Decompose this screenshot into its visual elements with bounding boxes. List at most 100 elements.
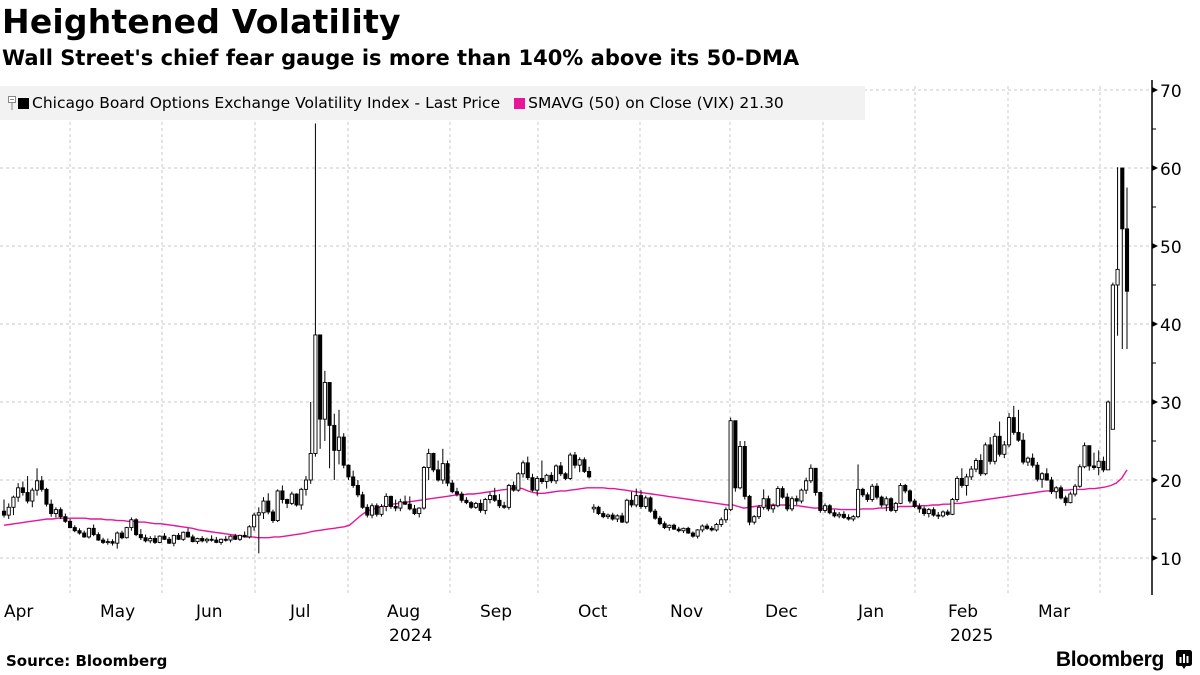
candlestick — [591, 504, 596, 513]
candlestick — [190, 534, 195, 543]
candlestick — [1077, 464, 1082, 488]
candlestick — [421, 465, 426, 510]
candle-body-down — [294, 493, 299, 506]
candle-body-down — [44, 488, 49, 505]
candlestick — [1068, 491, 1073, 504]
candle-body-down — [671, 524, 677, 530]
candle-body-up — [634, 495, 639, 506]
candle-body-up — [1054, 487, 1059, 493]
x-tick-label: Nov — [670, 602, 703, 622]
candlestick — [459, 491, 464, 503]
candlestick — [596, 505, 601, 516]
candle-body-up — [898, 485, 903, 504]
candle-body-down — [341, 436, 346, 466]
candle-body-up — [247, 526, 252, 538]
candle-body-up — [1082, 445, 1087, 468]
candlestick — [346, 464, 351, 480]
candle-body-down — [620, 515, 625, 523]
candle-body-up — [252, 514, 257, 528]
candle-body-up — [728, 420, 733, 511]
candlestick — [889, 497, 894, 512]
candle-body-down — [68, 520, 73, 529]
candlestick — [492, 487, 497, 502]
candle-body-up — [804, 480, 809, 491]
y-axis: 10 20 30 40 50 60 70 — [1151, 80, 1182, 595]
candle-body-down — [733, 420, 738, 489]
candle-body-down — [101, 539, 106, 543]
candle-body-down — [813, 467, 818, 493]
candlestick — [520, 460, 526, 478]
candle-body-down — [1035, 464, 1040, 480]
candle-body-up — [667, 524, 672, 529]
candle-body-up — [398, 501, 403, 509]
candle-body-up — [115, 532, 120, 544]
candlestick — [558, 462, 563, 477]
x-tick-label: Sep — [480, 602, 512, 622]
candlestick — [884, 496, 889, 512]
candle-body-up — [16, 487, 21, 498]
candle-body-up — [171, 534, 176, 544]
candle-body-up — [719, 519, 724, 525]
candlestick — [1096, 450, 1101, 476]
candle-body-up — [237, 534, 242, 540]
candle-body-down — [610, 514, 615, 520]
candle-body-down — [827, 505, 832, 514]
candlestick — [379, 504, 384, 517]
x-tick-label: Mar — [1038, 602, 1070, 622]
candlestick — [252, 512, 257, 531]
candle-body-down — [539, 477, 544, 483]
candle-body-down — [662, 523, 667, 529]
candle-body-up — [516, 473, 521, 491]
candle-body-up — [289, 493, 294, 504]
candle-body-up — [775, 488, 780, 507]
candlestick — [653, 508, 658, 520]
candle-body-up — [1096, 460, 1101, 468]
candlestick — [138, 529, 143, 541]
candlestick — [756, 504, 762, 519]
candlestick — [1120, 167, 1125, 349]
candlestick — [1058, 485, 1063, 500]
candle-body-down — [657, 517, 662, 525]
candlestick — [313, 123, 318, 457]
candlestick — [1035, 462, 1040, 482]
candle-body-up — [417, 507, 422, 514]
candle-body-up — [837, 513, 842, 517]
candle-body-down — [374, 505, 379, 515]
candle-body-down — [152, 538, 158, 543]
candle-body-down — [436, 469, 441, 481]
candlestick — [903, 483, 908, 494]
candle-body-down — [572, 454, 577, 466]
candle-body-up — [1077, 466, 1082, 487]
candlestick — [285, 498, 290, 509]
candlestick — [723, 507, 728, 523]
candlestick — [478, 499, 483, 513]
candlestick — [436, 460, 441, 482]
candle-body-down — [978, 460, 983, 475]
candle-body-down — [1063, 497, 1068, 504]
candlestick — [686, 526, 691, 534]
candle-body-up — [789, 498, 795, 510]
candle-body-down — [82, 532, 87, 538]
candlestick — [384, 493, 389, 512]
candle-body-down — [912, 500, 917, 507]
candle-body-up — [105, 541, 110, 544]
candlestick — [1002, 441, 1007, 459]
candle-body-down — [270, 511, 276, 522]
candlestick — [648, 496, 653, 513]
candle-body-down — [1124, 228, 1130, 292]
candlestick — [63, 513, 68, 523]
candlestick — [53, 507, 58, 518]
candle-body-down — [388, 495, 393, 507]
candlestick — [431, 452, 436, 473]
candlestick — [360, 491, 365, 509]
candlestick — [72, 525, 77, 533]
candle-body-up — [554, 465, 559, 482]
candle-body-down — [690, 532, 695, 537]
candle-body-down — [1087, 445, 1092, 467]
candle-body-down — [846, 516, 851, 520]
candle-body-down — [355, 485, 360, 496]
candlestick — [223, 536, 228, 542]
collapse-bracket-icon[interactable] — [8, 96, 16, 110]
x-year-label: 2025 — [950, 626, 993, 646]
candle-body-up — [681, 527, 686, 532]
